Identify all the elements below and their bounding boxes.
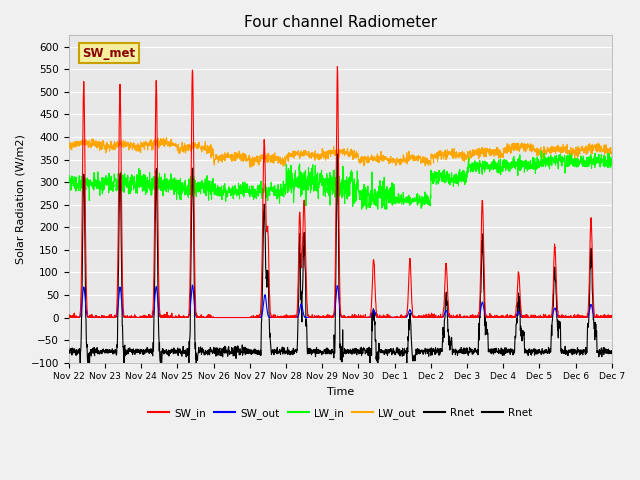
- Legend: SW_in, SW_out, LW_in, LW_out, Rnet, Rnet: SW_in, SW_out, LW_in, LW_out, Rnet, Rnet: [144, 404, 537, 423]
- Text: SW_met: SW_met: [82, 47, 135, 60]
- Title: Four channel Radiometer: Four channel Radiometer: [244, 15, 437, 30]
- Y-axis label: Solar Radiation (W/m2): Solar Radiation (W/m2): [15, 134, 25, 264]
- X-axis label: Time: Time: [326, 387, 354, 397]
